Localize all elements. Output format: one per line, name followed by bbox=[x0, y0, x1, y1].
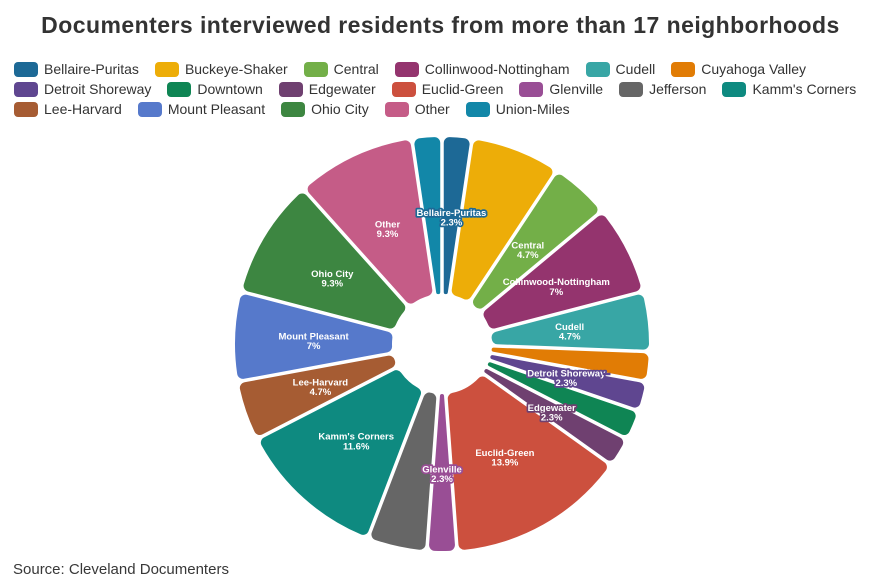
svg-text:Bellaire-Puritas2.3%: Bellaire-Puritas 2.3% bbox=[417, 208, 487, 229]
svg-text:Kamm's Corners11.6%: Kamm's Corners 11.6% bbox=[318, 432, 394, 453]
svg-text:Other9.3%: Other 9.3% bbox=[375, 220, 401, 241]
svg-text:Collinwood-Nottingham7%: Collinwood-Nottingham 7% bbox=[503, 277, 610, 298]
svg-text:Euclid-Green13.9%: Euclid-Green 13.9% bbox=[475, 448, 534, 469]
svg-text:Glenville2.3%: Glenville 2.3% bbox=[422, 465, 462, 486]
svg-text:Detroit Shoreway2.3%: Detroit Shoreway 2.3% bbox=[527, 369, 606, 390]
svg-text:Edgewater2.3%: Edgewater 2.3% bbox=[528, 403, 576, 424]
svg-text:Mount Pleasant7%: Mount Pleasant 7% bbox=[278, 331, 349, 352]
svg-text:Ohio City9.3%: Ohio City 9.3% bbox=[311, 269, 354, 290]
svg-text:Central4.7%: Central 4.7% bbox=[511, 240, 544, 261]
svg-text:Cudell4.7%: Cudell 4.7% bbox=[555, 322, 584, 343]
svg-text:Lee-Harvard4.7%: Lee-Harvard 4.7% bbox=[293, 378, 349, 399]
